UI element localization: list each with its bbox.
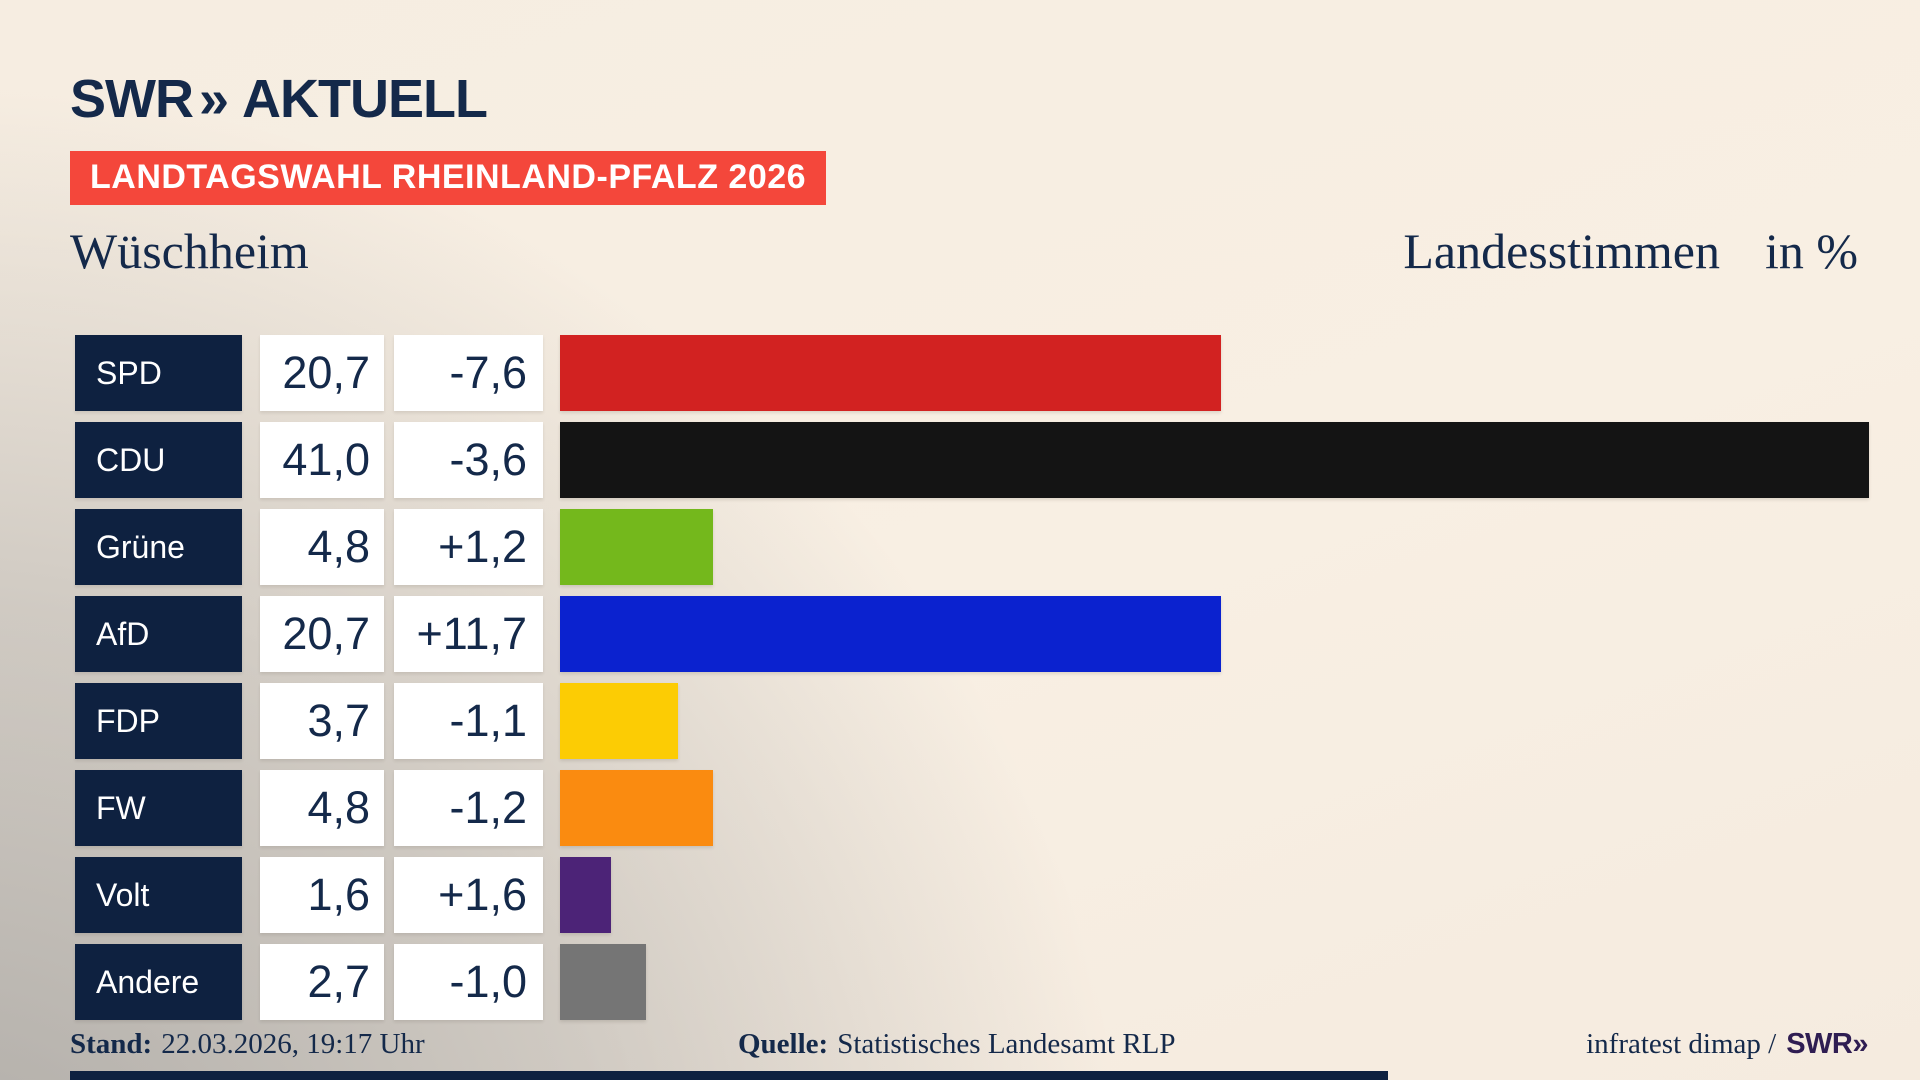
chart-row: CDU 41,0 -3,6 — [75, 422, 1869, 498]
bar-track — [560, 509, 1869, 585]
chart-row: SPD 20,7 -7,6 — [75, 335, 1869, 411]
party-label: FDP — [75, 683, 242, 759]
swr-logo-small: SWR» — [1786, 1028, 1868, 1060]
party-value: 41,0 — [260, 422, 384, 498]
party-label: Grüne — [75, 509, 242, 585]
party-change: -3,6 — [394, 422, 543, 498]
subtitle-unit: in % — [1764, 223, 1858, 279]
chart-row: FDP 3,7 -1,1 — [75, 683, 1869, 759]
party-value: 2,7 — [260, 944, 384, 1020]
logo-chevron-icon: » — [198, 69, 229, 129]
party-label: Volt — [75, 857, 242, 933]
chart-row: FW 4,8 -1,2 — [75, 770, 1869, 846]
stand-timestamp: Stand: 22.03.2026, 19:17 Uhr — [70, 1028, 425, 1061]
bar-track — [560, 422, 1869, 498]
party-label: FW — [75, 770, 242, 846]
quelle-label: Quelle: — [738, 1028, 829, 1060]
party-label: AfD — [75, 596, 242, 672]
party-bar — [560, 335, 1221, 411]
party-bar — [560, 509, 714, 585]
bar-track — [560, 944, 1869, 1020]
party-change: -7,6 — [394, 335, 543, 411]
party-value: 4,8 — [260, 509, 384, 585]
stand-label: Stand: — [70, 1028, 153, 1060]
bar-track — [560, 683, 1869, 759]
party-change: -1,2 — [394, 770, 543, 846]
chart-row: Volt 1,6 +1,6 — [75, 857, 1869, 933]
party-change: -1,0 — [394, 944, 543, 1020]
source-credit: Quelle: Statistisches Landesamt RLP — [738, 1028, 1176, 1061]
bar-track — [560, 596, 1869, 672]
credit-brand: SWR — [1786, 1028, 1853, 1060]
election-banner: LANDTAGSWAHL RHEINLAND-PFALZ 2026 — [70, 151, 827, 205]
chart-row: AfD 20,7 +11,7 — [75, 596, 1869, 672]
chart-rows: SPD 20,7 -7,6 CDU 41,0 -3,6 Grüne 4,8 +1… — [75, 335, 1869, 1020]
agency-credit: infratest dimap / SWR» — [1586, 1028, 1868, 1061]
party-value: 3,7 — [260, 683, 384, 759]
bar-track — [560, 335, 1869, 411]
swr-aktuell-logo: SWR» AKTUELL — [70, 68, 488, 130]
title-row: Wüschheim Landesstimmen in % — [70, 222, 1858, 280]
bar-track — [560, 770, 1869, 846]
bar-track — [560, 857, 1869, 933]
party-bar — [560, 857, 612, 933]
party-bar — [560, 596, 1221, 672]
party-bar — [560, 422, 1869, 498]
party-change: +1,6 — [394, 857, 543, 933]
party-label: SPD — [75, 335, 242, 411]
logo-suffix: AKTUELL — [242, 69, 488, 129]
chart-row: Andere 2,7 -1,0 — [75, 944, 1869, 1020]
footer: Stand: 22.03.2026, 19:17 Uhr Quelle: Stati… — [0, 1028, 1920, 1070]
quelle-value: Statistisches Landesamt RLP — [837, 1028, 1176, 1060]
credit-chevron-icon: » — [1852, 1028, 1868, 1060]
party-label: CDU — [75, 422, 242, 498]
party-value: 20,7 — [260, 335, 384, 411]
page-title: Wüschheim — [70, 223, 309, 279]
party-change: -1,1 — [394, 683, 543, 759]
party-bar — [560, 770, 714, 846]
subtitle-measure: Landesstimmen — [1403, 223, 1720, 279]
party-value: 1,6 — [260, 857, 384, 933]
party-change: +11,7 — [394, 596, 543, 672]
party-label: Andere — [75, 944, 242, 1020]
logo-brand: SWR — [70, 69, 194, 129]
party-bar — [560, 683, 679, 759]
party-value: 20,7 — [260, 596, 384, 672]
chart-subtitle: Landesstimmen in % — [1403, 222, 1858, 280]
bottom-bar — [70, 1071, 1388, 1080]
party-value: 4,8 — [260, 770, 384, 846]
stand-value: 22.03.2026, 19:17 Uhr — [161, 1028, 425, 1060]
party-change: +1,2 — [394, 509, 543, 585]
chart-row: Grüne 4,8 +1,2 — [75, 509, 1869, 585]
credit-text: infratest dimap / — [1586, 1028, 1777, 1060]
party-bar — [560, 944, 647, 1020]
